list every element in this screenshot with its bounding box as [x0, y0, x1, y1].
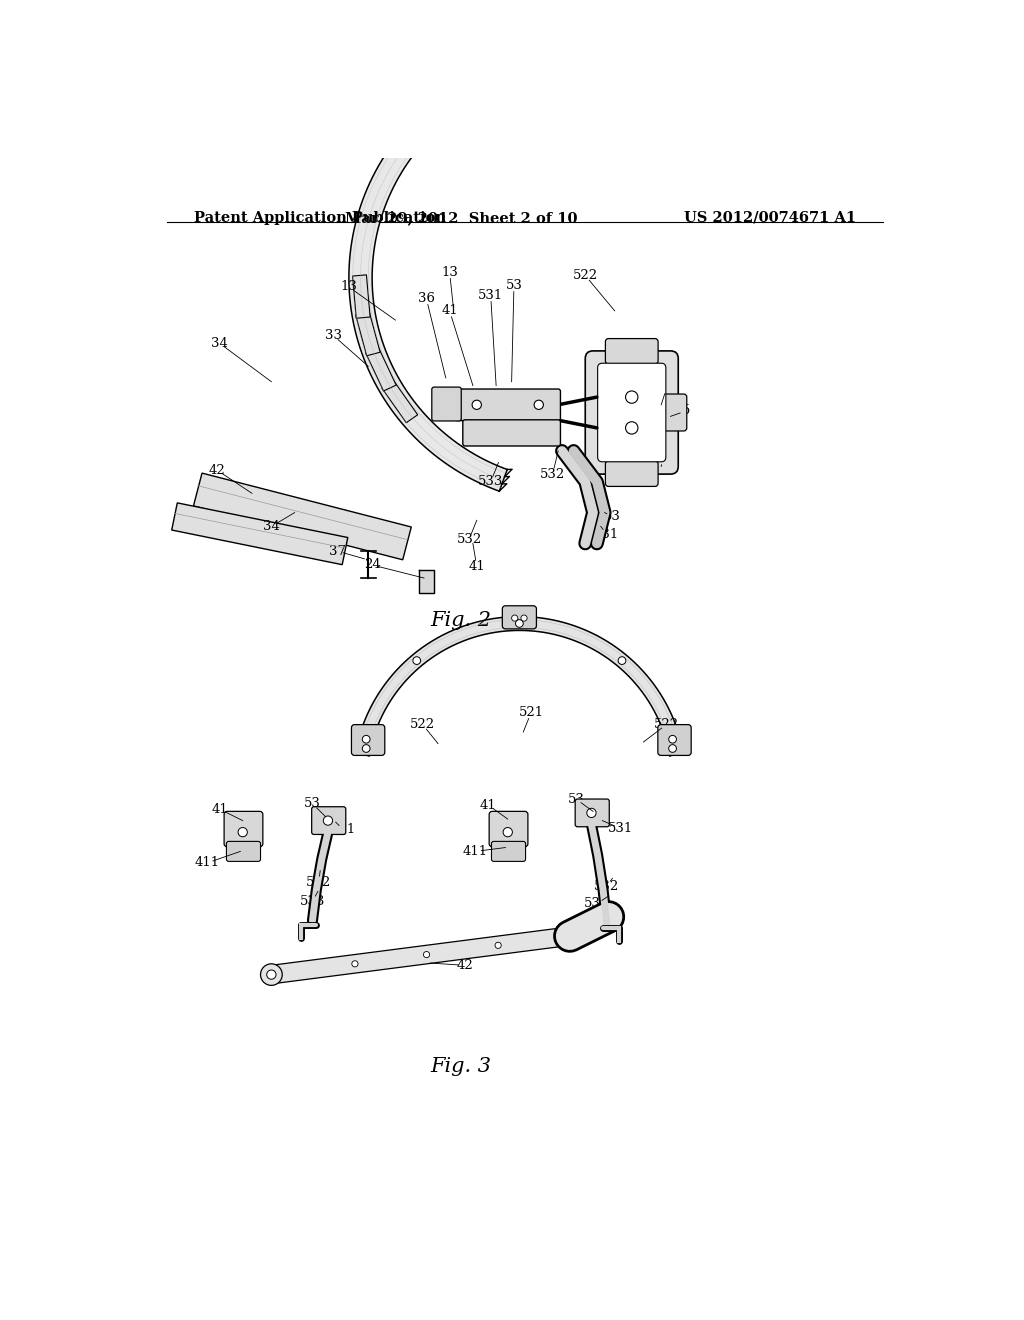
FancyBboxPatch shape [492, 841, 525, 862]
Text: Fig. 2: Fig. 2 [431, 611, 492, 630]
Polygon shape [382, 380, 418, 422]
Polygon shape [172, 503, 348, 565]
Circle shape [521, 615, 527, 622]
FancyBboxPatch shape [226, 841, 260, 862]
Text: 5: 5 [682, 404, 690, 417]
FancyBboxPatch shape [575, 799, 609, 826]
FancyBboxPatch shape [311, 807, 346, 834]
Text: 53: 53 [506, 279, 522, 292]
Text: 41: 41 [441, 305, 458, 317]
FancyBboxPatch shape [432, 387, 461, 421]
Text: Mar. 29, 2012  Sheet 2 of 10: Mar. 29, 2012 Sheet 2 of 10 [345, 211, 578, 224]
Text: 531: 531 [478, 289, 504, 302]
Text: 24: 24 [364, 558, 381, 572]
Circle shape [472, 400, 481, 409]
FancyBboxPatch shape [605, 461, 658, 487]
Polygon shape [355, 616, 683, 756]
Text: 522: 522 [410, 718, 435, 731]
FancyBboxPatch shape [605, 339, 658, 364]
Text: 533: 533 [478, 475, 504, 488]
Circle shape [260, 964, 283, 985]
Circle shape [424, 952, 430, 958]
Text: 37: 37 [329, 545, 346, 557]
Circle shape [587, 808, 596, 817]
FancyBboxPatch shape [664, 395, 687, 430]
Text: 36: 36 [418, 292, 435, 305]
Circle shape [512, 615, 518, 622]
Text: 52: 52 [658, 381, 675, 395]
Text: 411: 411 [195, 857, 219, 870]
Text: Patent Application Publication: Patent Application Publication [194, 211, 445, 224]
Circle shape [352, 961, 358, 966]
Circle shape [503, 828, 512, 837]
Polygon shape [352, 275, 370, 318]
Circle shape [266, 970, 276, 979]
Circle shape [626, 422, 638, 434]
Text: 13: 13 [441, 265, 458, 279]
FancyBboxPatch shape [586, 351, 678, 474]
Text: 53: 53 [304, 797, 321, 810]
Text: 533: 533 [584, 898, 609, 911]
Text: 532: 532 [540, 467, 565, 480]
Circle shape [495, 942, 501, 949]
FancyBboxPatch shape [224, 812, 263, 847]
Text: 522: 522 [654, 718, 679, 731]
FancyBboxPatch shape [503, 606, 537, 628]
Text: 532: 532 [594, 879, 620, 892]
Text: 533: 533 [300, 895, 326, 908]
Text: 532: 532 [306, 875, 332, 888]
Text: 42: 42 [457, 958, 473, 972]
Text: 521: 521 [518, 706, 544, 719]
Text: 53: 53 [567, 792, 585, 805]
FancyBboxPatch shape [489, 812, 528, 847]
Circle shape [238, 828, 248, 837]
Polygon shape [194, 473, 412, 560]
Text: 42: 42 [209, 463, 225, 477]
FancyBboxPatch shape [657, 725, 691, 755]
Text: 41: 41 [468, 560, 485, 573]
Polygon shape [349, 91, 507, 491]
Circle shape [618, 657, 626, 664]
FancyBboxPatch shape [455, 389, 560, 421]
Text: 531: 531 [331, 824, 356, 837]
Text: 522: 522 [572, 269, 598, 282]
Text: 532: 532 [457, 533, 481, 546]
Polygon shape [366, 347, 396, 391]
Circle shape [669, 735, 677, 743]
FancyBboxPatch shape [598, 363, 666, 462]
Text: Fig. 3: Fig. 3 [431, 1057, 492, 1077]
Text: US 2012/0074671 A1: US 2012/0074671 A1 [684, 211, 856, 224]
Text: 53: 53 [604, 510, 621, 523]
Polygon shape [355, 312, 380, 356]
Circle shape [515, 619, 523, 627]
Text: 34: 34 [211, 337, 228, 350]
Text: 41: 41 [211, 803, 227, 816]
Text: 34: 34 [263, 520, 280, 533]
Polygon shape [270, 927, 571, 983]
Circle shape [362, 735, 370, 743]
FancyBboxPatch shape [351, 725, 385, 755]
Text: 33: 33 [325, 329, 342, 342]
Text: 13: 13 [340, 280, 357, 293]
Text: 531: 531 [607, 822, 633, 834]
Circle shape [362, 744, 370, 752]
Circle shape [626, 391, 638, 404]
Circle shape [669, 744, 677, 752]
Text: 531: 531 [594, 528, 620, 541]
Text: 411: 411 [463, 845, 487, 858]
Text: 41: 41 [480, 799, 497, 812]
Circle shape [413, 657, 421, 664]
Circle shape [535, 400, 544, 409]
FancyBboxPatch shape [463, 420, 560, 446]
Text: 522: 522 [650, 453, 675, 465]
Circle shape [324, 816, 333, 825]
Polygon shape [419, 570, 434, 594]
